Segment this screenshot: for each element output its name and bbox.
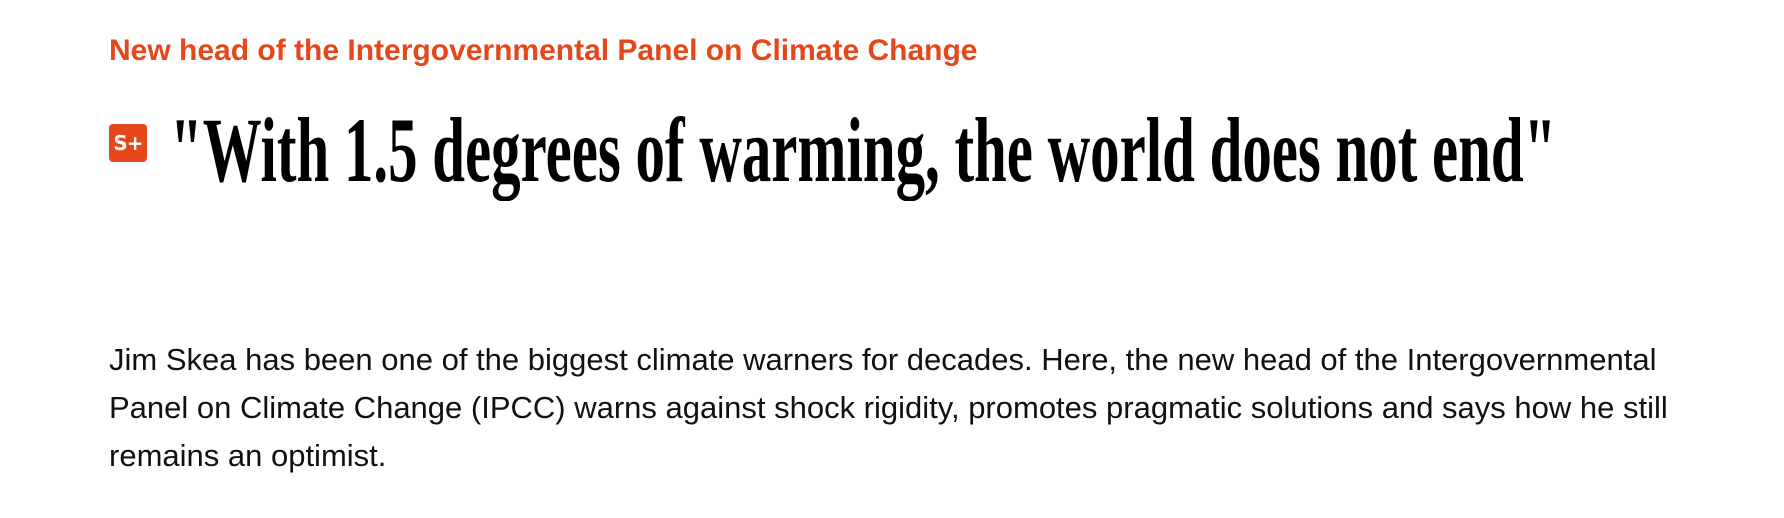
s-plus-icon: S+	[109, 124, 147, 162]
article-kicker: New head of the Intergovernmental Panel …	[109, 34, 978, 67]
article-title[interactable]: "With 1.5 degrees of warming, the world …	[170, 99, 1557, 201]
article-lead: Jim Skea has been one of the biggest cli…	[109, 342, 1668, 473]
